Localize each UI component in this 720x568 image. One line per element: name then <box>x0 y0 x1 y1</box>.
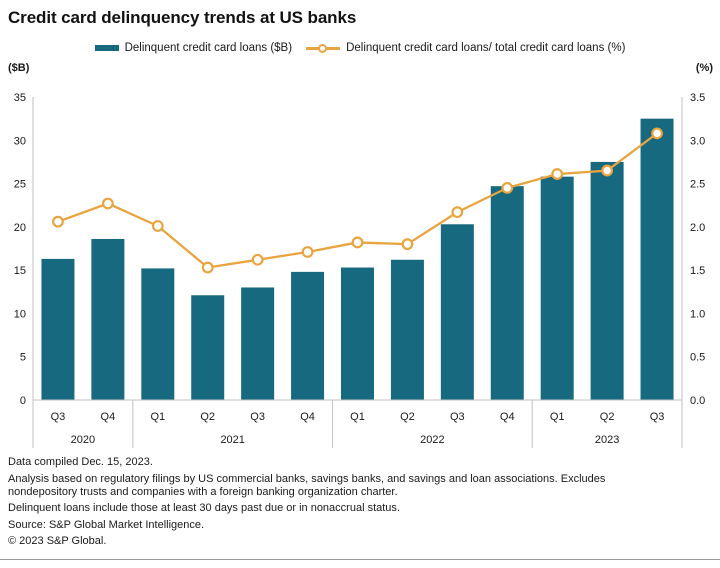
legend-label-bars: Delinquent credit card loans ($B) <box>124 42 293 54</box>
x-label-Q2-11: Q2 <box>600 411 615 423</box>
legend-label-line: Delinquent credit card loans/ total cred… <box>346 42 626 54</box>
bar-Q1-10 <box>540 176 574 400</box>
footnote-delinquent-definition: Delinquent loans include those at least … <box>8 502 400 514</box>
x-label-Q4-1: Q4 <box>101 411 116 423</box>
copyright-line: © 2023 S&P Global. <box>8 535 107 547</box>
ratio-marker-Q3-0 <box>52 215 64 228</box>
x-label-Q4-5: Q4 <box>300 411 315 423</box>
bar-Q2-7 <box>390 259 424 400</box>
left-tick-0: 0 <box>20 395 26 407</box>
year-label-2021: 2021 <box>220 434 244 446</box>
legend-item-line: Delinquent credit card loans/ total cred… <box>306 42 625 54</box>
footnote-analysis: Analysis based on regulatory filings by … <box>8 472 606 498</box>
legend: Delinquent credit card loans ($B) Delinq… <box>0 42 720 54</box>
right-tick-3.5: 3.5 <box>690 92 705 104</box>
ratio-marker-Q1-10 <box>551 168 564 180</box>
ratio-marker-Q2-11 <box>601 164 614 177</box>
line-series-swatch <box>306 43 341 54</box>
ratio-marker-Q1-6 <box>351 236 364 249</box>
ratio-marker-Q2-3 <box>201 261 214 274</box>
source-line: Source: S&P Global Market Intelligence. <box>8 518 205 531</box>
left-tick-15: 15 <box>14 265 26 277</box>
right-tick-2.5: 2.5 <box>690 179 705 191</box>
chart-svg: 35 30 25 20 15 10 5 0 3.5 3.0 2.5 2.0 1.5 1.0 0.5 0.0 20… <box>14 92 705 448</box>
right-tick-3.0: 3.0 <box>690 135 705 147</box>
left-tick-30: 30 <box>14 135 26 147</box>
right-tick-1.5: 1.5 <box>690 265 705 277</box>
x-label-Q1-2: Q1 <box>150 411 165 423</box>
x-label-Q3-4: Q3 <box>250 411 265 423</box>
chart-title: Credit card delinquency trends at US ban… <box>8 8 357 27</box>
bar-Q1-6 <box>341 267 374 400</box>
x-label-Q4-9: Q4 <box>500 411 515 423</box>
right-axis-unit: (%) <box>695 62 713 74</box>
bar-Q4-1 <box>91 238 125 400</box>
legend-item-bars: Delinquent credit card loans ($B) <box>94 42 293 54</box>
bottom-divider <box>0 559 720 560</box>
bar-Q3-12 <box>640 118 674 400</box>
left-tick-5: 5 <box>20 352 26 364</box>
chart-area: 35 30 25 20 15 10 5 0 3.5 3.0 2.5 2.0 1.5 1.0 0.5 0.0 20… <box>0 90 720 458</box>
footnote-data-compiled: Data compiled Dec. 15, 2023. <box>8 456 153 468</box>
ratio-marker-Q2-7 <box>401 238 414 251</box>
ratio-marker-Q4-1 <box>101 197 114 210</box>
bar-Q1-2 <box>141 268 175 400</box>
bar-Q4-9 <box>490 186 524 400</box>
bar-Q3-0 <box>41 258 75 400</box>
ratio-marker-Q3-8 <box>451 206 464 219</box>
footnote-block: Data compiled Dec. 15, 2023. Analysis ba… <box>8 456 670 552</box>
left-axis-unit: ($B) <box>8 62 30 74</box>
bar-Q2-11 <box>590 161 624 400</box>
left-tick-20: 20 <box>14 222 26 234</box>
left-tick-10: 10 <box>14 308 26 320</box>
x-label-Q3-8: Q3 <box>450 411 465 423</box>
left-tick-35: 35 <box>14 92 26 104</box>
x-label-Q1-10: Q1 <box>550 411 565 423</box>
year-label-2020: 2020 <box>71 434 95 446</box>
right-tick-1.0: 1.0 <box>690 308 705 320</box>
year-label-2022: 2022 <box>420 434 444 446</box>
bar-Q4-5 <box>291 271 325 400</box>
x-label-Q3-0: Q3 <box>51 411 66 423</box>
bar-Q2-3 <box>191 295 225 400</box>
x-label-Q3-12: Q3 <box>650 411 665 423</box>
ratio-marker-Q3-12 <box>651 127 663 140</box>
x-label-Q1-6: Q1 <box>350 411 365 423</box>
bar-Q3-8 <box>440 224 474 400</box>
ratio-marker-Q1-2 <box>151 220 164 232</box>
right-tick-0.0: 0.0 <box>690 395 705 407</box>
left-tick-25: 25 <box>14 179 26 191</box>
line-swatch-marker-icon <box>318 43 328 53</box>
x-label-Q2-7: Q2 <box>400 411 415 423</box>
x-label-Q2-3: Q2 <box>200 411 215 423</box>
bar-Q3-4 <box>241 287 275 400</box>
bar-series-swatch <box>94 45 119 51</box>
ratio-marker-Q4-5 <box>301 246 314 258</box>
right-tick-2.0: 2.0 <box>690 222 705 234</box>
ratio-marker-Q4-9 <box>501 181 514 194</box>
right-tick-0.5: 0.5 <box>690 352 705 364</box>
year-label-2023: 2023 <box>595 434 619 446</box>
ratio-marker-Q3-4 <box>251 253 264 266</box>
